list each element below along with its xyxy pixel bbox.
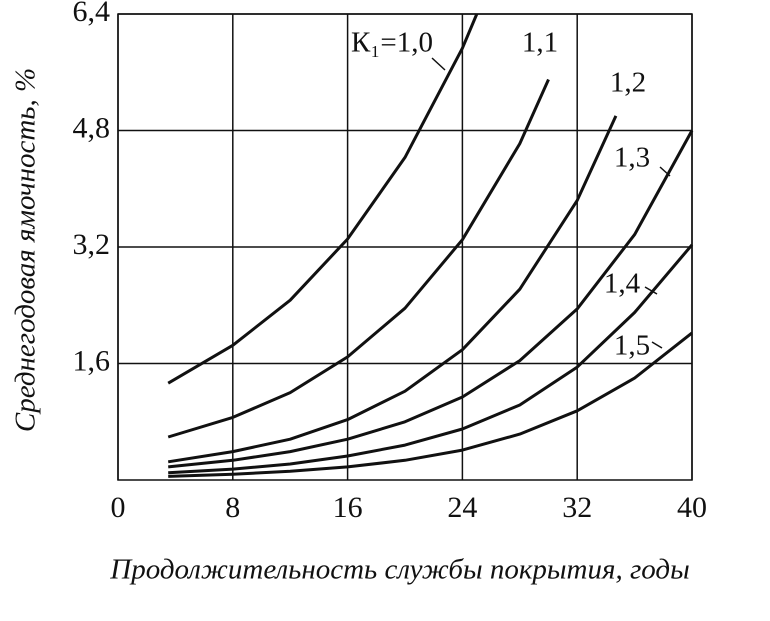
curve-label: 1,3	[614, 142, 650, 174]
x-axis-label: Продолжительность службы покрытия, годы	[109, 554, 689, 586]
curve-label: 1,4	[604, 268, 641, 300]
curve	[167, 115, 618, 464]
x-tick-label: 32	[562, 491, 592, 524]
curve	[168, 129, 694, 469]
y-tick-label: 1,6	[73, 344, 111, 377]
curve	[167, 13, 479, 385]
leader-line	[644, 286, 658, 295]
y-tick-label: 3,2	[73, 228, 111, 261]
curve-label: К₁=1,0	[351, 27, 433, 59]
y-axis-label: Среднегодовая ямочность, %	[10, 68, 42, 432]
x-tick-label: 8	[225, 491, 240, 524]
y-tick-label: 4,8	[73, 111, 111, 144]
curve	[168, 243, 694, 475]
x-tick-label: 24	[447, 491, 477, 524]
x-tick-label: 40	[677, 491, 707, 524]
curve	[167, 78, 550, 439]
y-tick-label: 6,4	[73, 0, 111, 28]
curve-label: 1,2	[610, 67, 646, 99]
leader-line	[659, 166, 671, 177]
leader-line	[651, 341, 663, 349]
leader-line	[431, 57, 446, 71]
curve-label: 1,5	[614, 330, 650, 362]
x-tick-label: 0	[111, 491, 126, 524]
x-tick-label: 16	[333, 491, 363, 524]
curve-label: 1,1	[522, 27, 558, 59]
curve	[168, 331, 693, 478]
